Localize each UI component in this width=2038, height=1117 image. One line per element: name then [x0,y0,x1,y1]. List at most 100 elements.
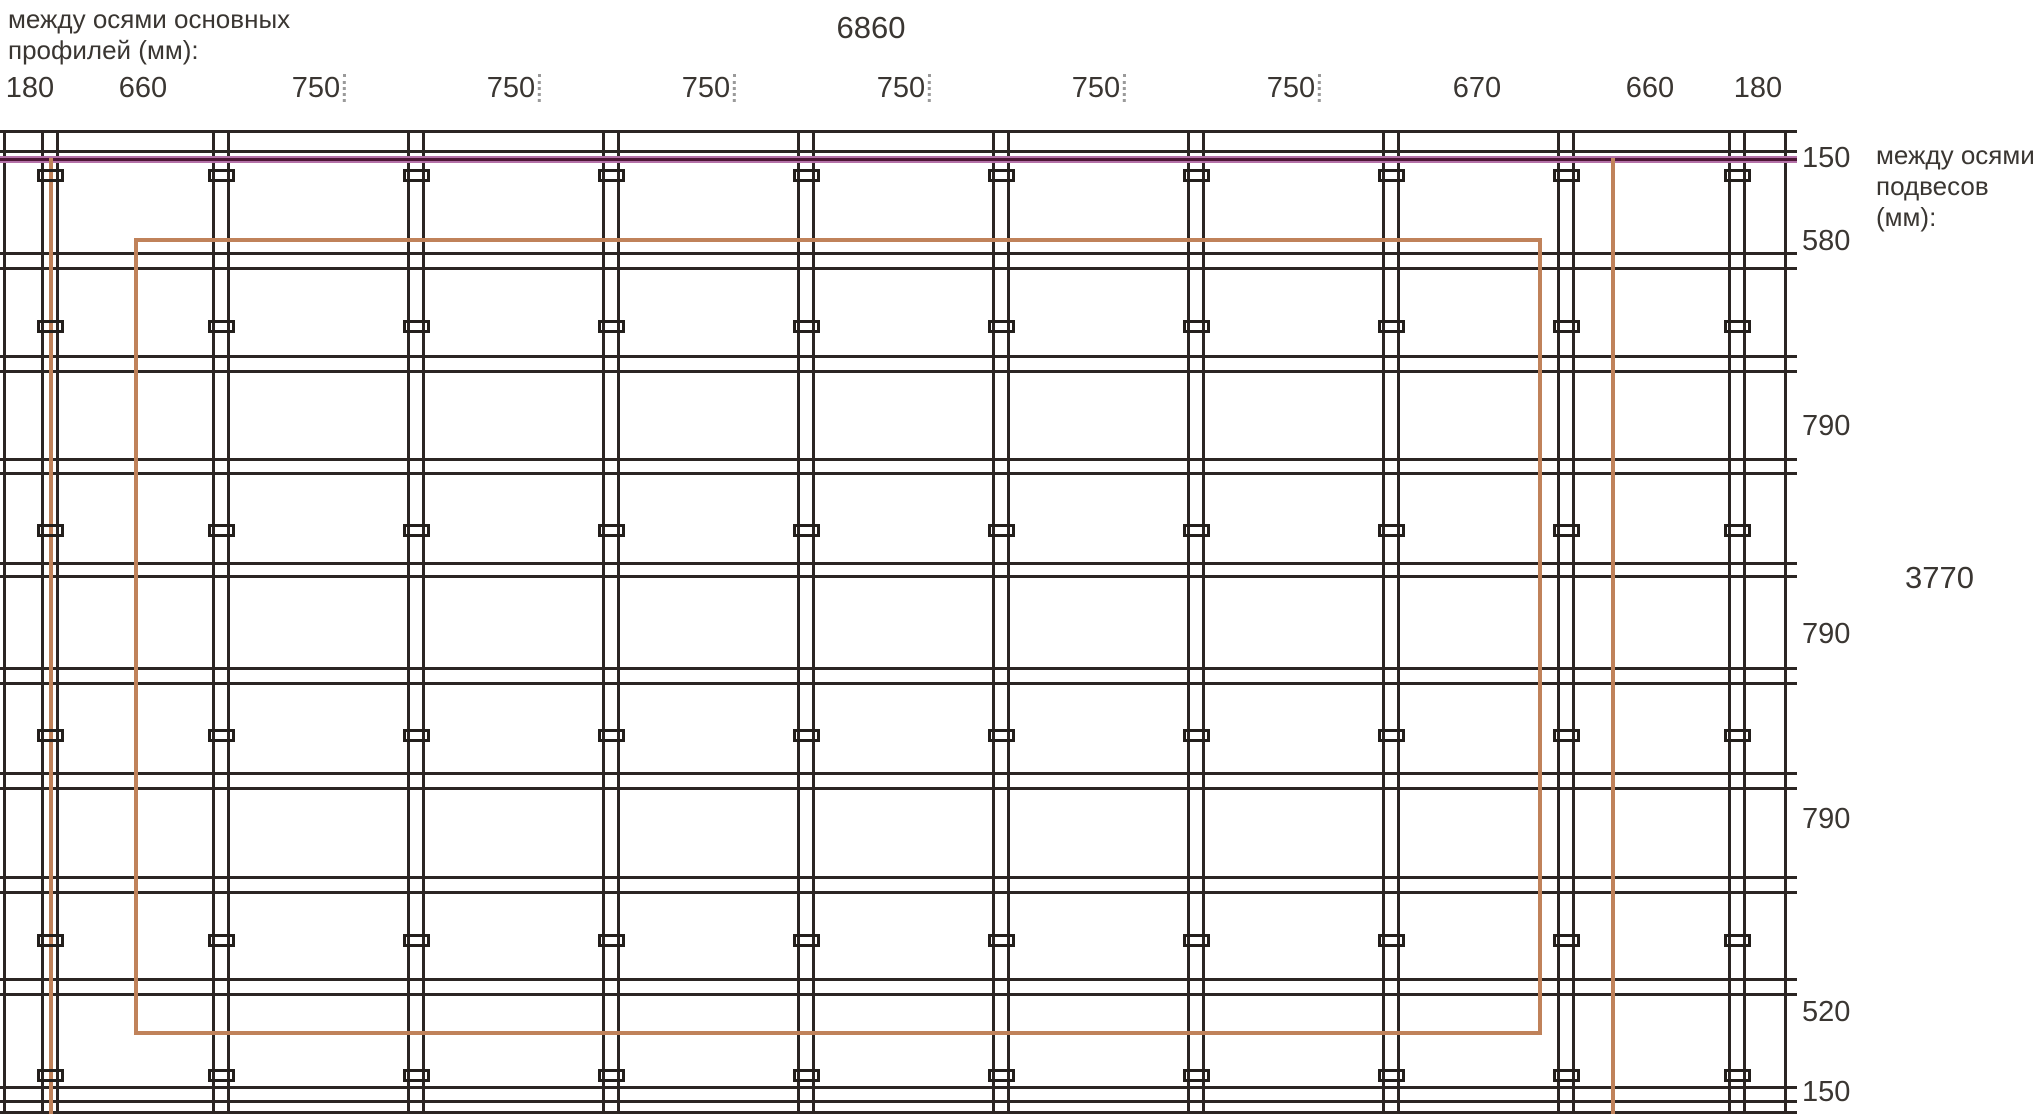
frame-right-border [1784,130,1787,1114]
main-profile-line [992,130,995,1114]
right-dimension-label: 150 [1802,142,1851,174]
top-dimension-label: 750 [1072,72,1127,105]
top-dimension-label: 180 [1734,72,1782,105]
main-profile-line [212,130,215,1114]
main-profile-line [617,130,620,1114]
hanger-clip [403,729,430,742]
top-dimension-value: 750 [1266,72,1316,104]
top-dimension-value: 750 [876,72,926,104]
main-profile-line [797,130,800,1114]
top-dimension-value: 660 [118,72,168,104]
top-dimension-label: 750 [1266,72,1322,105]
hanger-clip [1183,1069,1210,1082]
hanger-clip [598,934,625,947]
hanger-clip [1553,169,1580,182]
cross-profile-line [0,472,1797,475]
main-profile-line [602,130,605,1114]
orange-vertical-line [1611,158,1615,1114]
dimension-dotted-tick [733,74,737,102]
cross-profile-line [0,993,1797,996]
hanger-clip [37,524,64,537]
hanger-clip [208,934,235,947]
hanger-clip [1724,729,1751,742]
cross-profile-line [0,252,1797,255]
hanger-clip [598,169,625,182]
top-dimension-label: 750 [291,72,347,105]
hanger-clip [793,320,820,333]
main-profile-line [1187,130,1190,1114]
hanger-clip [37,320,64,333]
cross-profile-line [0,130,1797,133]
top-dimension-value: 180 [5,72,55,104]
cross-profile-line [0,978,1797,981]
top-dimension-value: 660 [1625,72,1675,104]
hanger-clip [793,934,820,947]
right-dimension-label: 580 [1802,225,1851,257]
hanger-clip [793,1069,820,1082]
hanger-clip [793,169,820,182]
hanger-clip [37,934,64,947]
hanger-clip [208,524,235,537]
total-width-dimension: 6860 [836,10,906,45]
hanger-clip [598,524,625,537]
main-profile-line [1382,130,1385,1114]
cross-profile-line [0,150,1797,153]
top-dimension-value: 180 [1733,72,1783,104]
main-profile-line [1728,130,1731,1114]
hanger-clip [1183,524,1210,537]
top-dimension-value: 750 [681,72,731,104]
dimension-dotted-tick [343,74,347,102]
dimension-dotted-tick [1123,74,1127,102]
cross-profile-line [0,772,1797,775]
hanger-clip [1183,320,1210,333]
orange-vertical-line [49,158,53,1114]
main-profile-line [1557,130,1560,1114]
cross-profile-line [0,667,1797,670]
cross-profile-line [0,355,1797,358]
cross-profile-line [0,682,1797,685]
cross-profile-line [0,575,1797,578]
hanger-clip [793,729,820,742]
top-dimension-label: 750 [681,72,737,105]
top-dimension-label: 660 [1626,72,1674,105]
top-dimension-label: 670 [1453,72,1501,105]
right-dimension-label: 790 [1802,410,1851,442]
hanger-clip [1553,1069,1580,1082]
cross-profile-line [0,1111,1797,1114]
right-dimension-label: 520 [1802,996,1851,1028]
hanger-clip [988,729,1015,742]
top-dimension-row: 180 660 750 750 750 750 750 750 670 660 180 [0,72,2038,112]
main-profiles-title-line1: между осями основных [8,4,291,34]
right-dimension-label: 790 [1802,618,1851,650]
hanger-clip [1183,729,1210,742]
hanger-clip [403,1069,430,1082]
hanger-clip [1553,320,1580,333]
hanger-clip [1553,729,1580,742]
hanger-clip [37,1069,64,1082]
hanger-clip [1724,524,1751,537]
main-profiles-title-line2: профилей (мм): [8,35,199,65]
hanger-clip [1378,169,1405,182]
top-dimension-value: 750 [291,72,341,104]
hangers-title-line3: (мм): [1876,202,1937,232]
hanger-clip [208,1069,235,1082]
hanger-clip [37,169,64,182]
hanger-clip [37,729,64,742]
main-profile-line [1572,130,1575,1114]
main-profile-line [422,130,425,1114]
cross-profile-line [0,1086,1797,1089]
hanger-clip [1724,169,1751,182]
main-profile-line [41,130,44,1114]
main-profile-line [1743,130,1746,1114]
cross-profile-line [0,876,1797,879]
cross-profile-line [0,562,1797,565]
cross-profile-line [0,891,1797,894]
dimension-dotted-tick [538,74,542,102]
hanger-clip [1183,169,1210,182]
main-profile-line [407,130,410,1114]
hanger-clip [988,320,1015,333]
right-dimension-label: 790 [1802,803,1851,835]
hangers-title-line1: между осями [1876,140,2035,170]
hanger-clip [1378,729,1405,742]
